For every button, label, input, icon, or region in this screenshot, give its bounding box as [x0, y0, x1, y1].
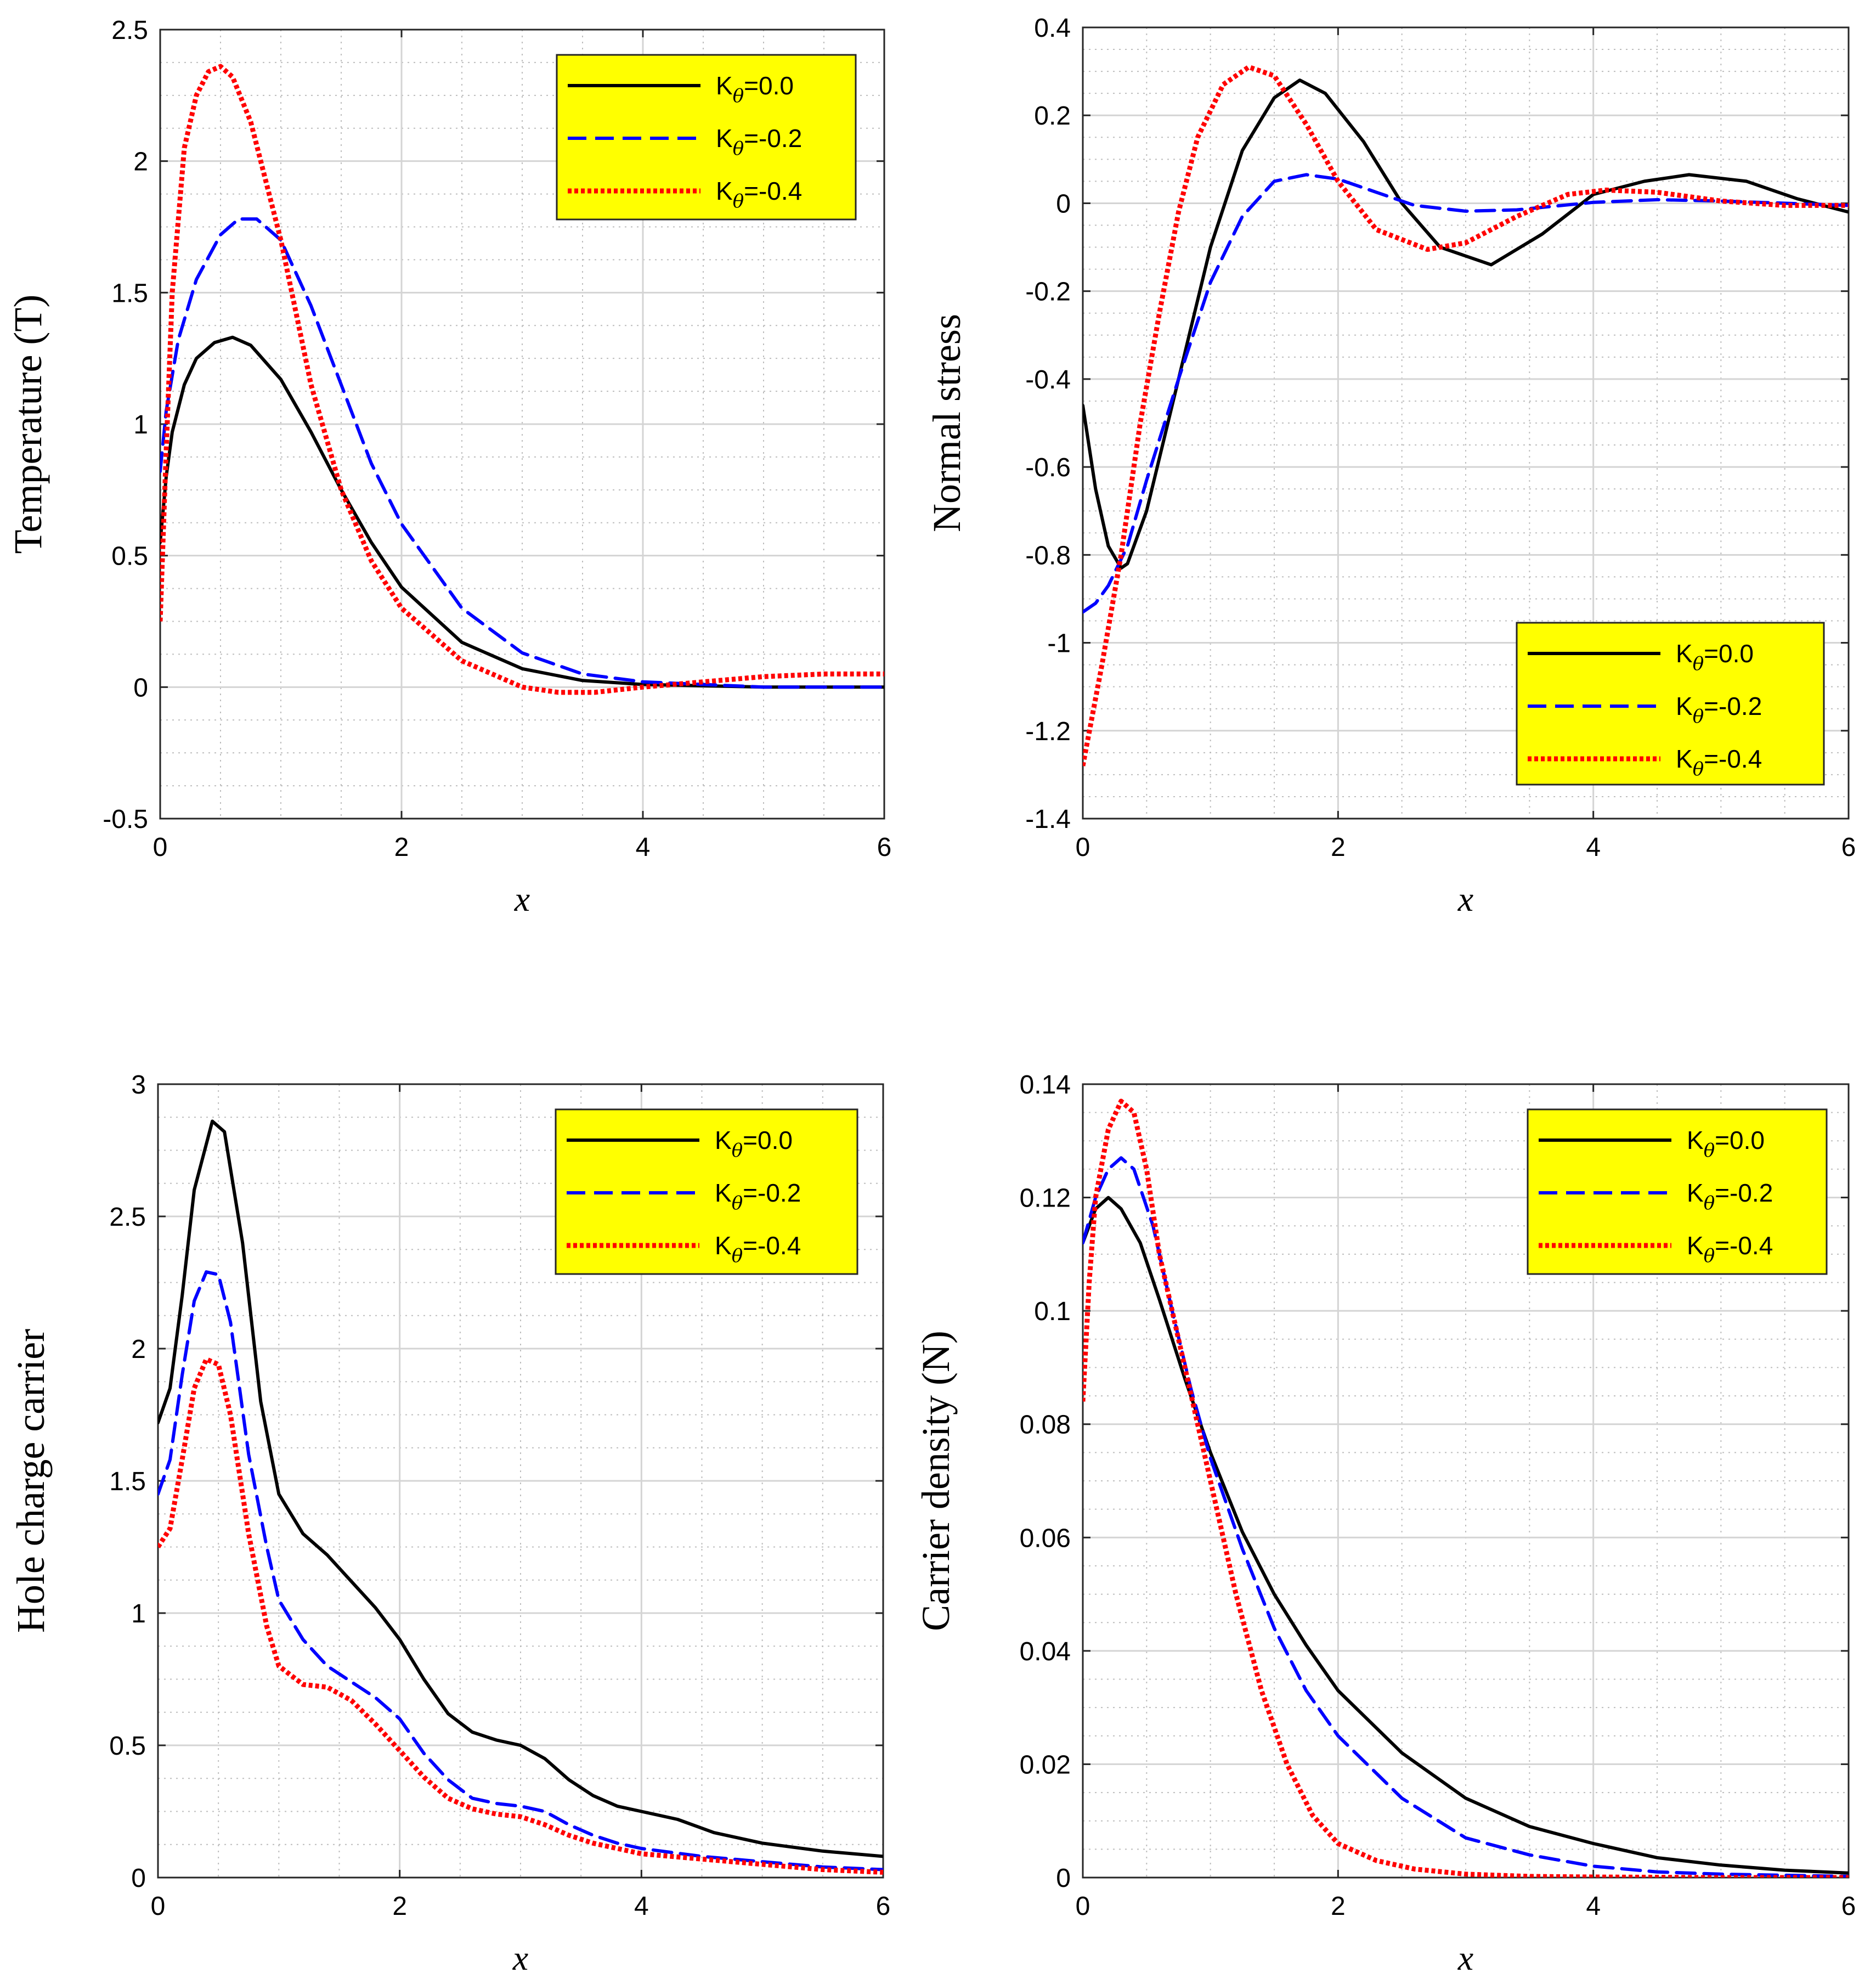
y-tick-label: 0.5	[109, 1732, 146, 1761]
legend-label-3: Kθ=-0.4	[715, 1231, 801, 1267]
y-tick-label: 0	[1056, 1864, 1071, 1893]
series-line-2	[1083, 173, 1849, 614]
x-tick-label: 6	[1841, 833, 1856, 862]
x-tick-label: 6	[1841, 1892, 1856, 1921]
x-axis-label: x	[1457, 1938, 1473, 1977]
y-tick-label: 0.2	[1034, 102, 1071, 131]
series-line-2	[158, 1270, 883, 1872]
y-tick-label: 0.04	[1020, 1637, 1071, 1666]
y-tick-label: -0.4	[1025, 365, 1071, 394]
x-tick-label: 4	[1586, 1892, 1601, 1921]
y-axis-label: Carrier density (N)	[914, 1331, 958, 1631]
legend-label-1: Kθ=0.0	[716, 71, 794, 107]
series-line-2	[1083, 1156, 1849, 1878]
legend-label-1: Kθ=0.0	[1687, 1126, 1765, 1162]
series-line-3	[158, 1356, 883, 1875]
chart-panel-3: 0 2 4 6 0 0.5 1 1.5 2 2.5 3 x Hole charge carrier Kθ=…	[9, 1070, 890, 1977]
x-tick-label: 4	[634, 1892, 649, 1921]
y-tick-label: 0.4	[1034, 14, 1071, 43]
x-tick-label: 2	[1331, 833, 1346, 862]
y-tick-label: -0.8	[1025, 541, 1071, 570]
x-tick-label: 0	[151, 1892, 166, 1921]
legend-label-2: Kθ=-0.2	[715, 1179, 801, 1214]
series-line-1	[160, 335, 884, 689]
series-line-1	[158, 1119, 883, 1858]
x-tick-label: 4	[636, 833, 651, 862]
y-tick-label: -0.2	[1025, 278, 1071, 307]
y-tick-label: 0.06	[1020, 1524, 1071, 1553]
x-tick-label: 0	[153, 833, 168, 862]
series-line-3	[160, 64, 884, 695]
y-tick-label: 2	[133, 148, 148, 177]
legend: Kθ=0.0 Kθ=-0.2 Kθ=-0.4	[555, 1108, 858, 1275]
y-tick-label: 2.5	[111, 16, 148, 45]
y-axis-label: Temperature (T)	[6, 295, 50, 554]
y-tick-label: 0.08	[1020, 1411, 1071, 1440]
x-tick-label: 4	[1586, 833, 1601, 862]
legend: Kθ=0.0 Kθ=-0.2 Kθ=-0.4	[1527, 1108, 1828, 1275]
y-tick-label: 0	[131, 1864, 146, 1893]
legend-label-2: Kθ=-0.2	[1687, 1179, 1773, 1214]
x-tick-label: 2	[392, 1892, 407, 1921]
y-tick-label: 0.1	[1034, 1297, 1071, 1326]
y-tick-label: 1	[131, 1599, 146, 1628]
y-tick-label: -0.5	[103, 805, 148, 834]
series-line-1	[1083, 78, 1849, 570]
legend-label-1: Kθ=0.0	[715, 1126, 793, 1162]
x-axis-label: x	[1457, 880, 1473, 918]
legend-label-3: Kθ=-0.4	[1676, 745, 1762, 780]
y-tick-label: 3	[131, 1070, 146, 1100]
series-line-2	[160, 217, 884, 689]
y-tick-label: 0	[133, 673, 148, 702]
axes-box	[1082, 1083, 1850, 1879]
x-tick-label: 2	[1331, 1892, 1346, 1921]
y-axis-label: Hole charge carrier	[9, 1329, 53, 1633]
chart-panel-2: 0 2 4 6 -1.4 -1.2 -1 -0.8 -0.6 -0.4 -0.2 0 0.2 0.4 x No…	[925, 14, 1856, 918]
legend-label-2: Kθ=-0.2	[1676, 692, 1762, 728]
axes-box	[1082, 26, 1850, 820]
y-tick-label: 0.5	[111, 542, 148, 571]
y-tick-label: 0	[1056, 189, 1071, 218]
series-line-3	[1083, 1098, 1849, 1878]
legend-label-3: Kθ=-0.4	[716, 177, 802, 212]
legend-label-1: Kθ=0.0	[1676, 639, 1754, 675]
x-tick-label: 6	[876, 1892, 891, 1921]
chart-panel-4: 0 2 4 6 0 0.02 0.04 0.06 0.08 0.1 0.12 0.14 x Carrier…	[914, 1070, 1856, 1977]
y-tick-label: 0.02	[1020, 1750, 1071, 1779]
y-tick-label: 2	[131, 1335, 146, 1364]
y-tick-label: 1.5	[111, 279, 148, 308]
x-axis-label: x	[514, 880, 530, 918]
y-tick-label: 2.5	[109, 1203, 146, 1232]
series-line-3	[1083, 64, 1849, 766]
x-tick-label: 0	[1076, 833, 1090, 862]
legend: Kθ=0.0 Kθ=-0.2 Kθ=-0.4	[1516, 622, 1825, 786]
y-tick-label: -1	[1047, 629, 1071, 658]
legend-label-2: Kθ=-0.2	[716, 124, 802, 160]
y-tick-label: 0.12	[1020, 1184, 1071, 1213]
x-tick-label: 2	[394, 833, 409, 862]
series-line-1	[1083, 1196, 1849, 1875]
y-axis-label: Normal stress	[925, 314, 969, 532]
x-tick-label: 6	[877, 833, 892, 862]
y-tick-label: 1	[133, 410, 148, 439]
y-tick-label: 0.14	[1020, 1070, 1071, 1100]
x-axis-label: x	[512, 1938, 528, 1977]
x-tick-label: 0	[1076, 1892, 1090, 1921]
y-tick-label: -0.6	[1025, 453, 1071, 482]
y-tick-label: 1.5	[109, 1467, 146, 1496]
y-tick-label: -1.4	[1025, 805, 1071, 834]
y-tick-label: -1.2	[1025, 717, 1071, 746]
legend: Kθ=0.0 Kθ=-0.2 Kθ=-0.4	[556, 54, 857, 221]
legend-label-3: Kθ=-0.4	[1687, 1231, 1773, 1267]
